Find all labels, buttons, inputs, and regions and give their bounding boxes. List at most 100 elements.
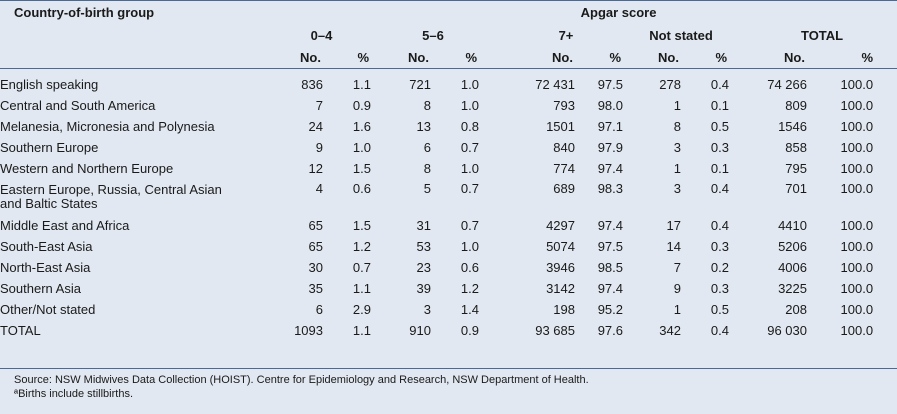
cell: 98.3 — [597, 181, 623, 196]
cell: 96 030 — [767, 323, 807, 338]
cell: 97.5 — [597, 77, 623, 92]
table-row: English speaking 836 1.1 721 1.0 72 431 97.… — [0, 74, 897, 95]
cell: 97.1 — [597, 119, 623, 134]
cell: 0.7 — [460, 218, 479, 233]
cell: 1.1 — [352, 323, 371, 338]
unit-pct: % — [807, 46, 897, 69]
cell: 9 — [673, 281, 681, 296]
cell: 6 — [315, 302, 323, 317]
cell: 4410 — [778, 218, 807, 233]
row-label: Melanesia, Micronesia and Polynesia — [0, 119, 215, 134]
cell: 793 — [553, 98, 575, 113]
table-row-total: TOTAL 1093 1.1 910 0.9 93 685 97.6 342 0.4 9… — [0, 320, 897, 341]
column-header-group: Country-of-birth group — [14, 4, 155, 20]
cell: 4297 — [546, 218, 575, 233]
cell: 840 — [553, 140, 575, 155]
cell: 1.6 — [352, 119, 371, 134]
cell: 5206 — [778, 239, 807, 254]
cell: 689 — [553, 181, 575, 196]
band-header-total: TOTAL — [800, 27, 844, 43]
cell: 1501 — [546, 119, 575, 134]
row-label: North-East Asia — [0, 260, 91, 275]
cell: 6 — [423, 140, 431, 155]
unit-no: No. — [729, 46, 807, 69]
cell: 97.4 — [597, 281, 623, 296]
cell: 100.0 — [840, 239, 874, 254]
cell: 1546 — [778, 119, 807, 134]
cell: 0.9 — [460, 323, 479, 338]
row-label: Eastern Europe, Russia, Central Asian and… — [0, 179, 250, 215]
row-label: South-East Asia — [0, 239, 93, 254]
cell: 1.0 — [352, 140, 371, 155]
cell: 97.9 — [597, 140, 623, 155]
apgar-by-birth-country-table: Country-of-birth group Apgar score 0–4 5… — [0, 4, 897, 341]
cell: 1.4 — [460, 302, 479, 317]
cell: 3 — [673, 181, 681, 196]
cell: 17 — [666, 218, 681, 233]
source-note: Source: NSW Midwives Data Collection (HO… — [14, 374, 589, 386]
cell: 1.2 — [460, 281, 479, 296]
row-label: Middle East and Africa — [0, 218, 130, 233]
cell: 0.1 — [710, 98, 729, 113]
cell: 98.5 — [597, 260, 623, 275]
cell: 278 — [659, 77, 681, 92]
table-row: South-East Asia 65 1.2 53 1.0 5074 97.5 14 0… — [0, 236, 897, 257]
cell: 97.5 — [597, 239, 623, 254]
cell: 7 — [315, 98, 323, 113]
cell: 100.0 — [840, 119, 874, 134]
cell: 2.9 — [352, 302, 371, 317]
cell: 1.0 — [460, 77, 479, 92]
cell: 97.4 — [597, 218, 623, 233]
band-header-0-4: 0–4 — [310, 27, 333, 43]
cell: 1.0 — [460, 98, 479, 113]
cell: 0.3 — [710, 281, 729, 296]
cell: 858 — [785, 140, 807, 155]
cell: 0.5 — [710, 119, 729, 134]
cell: 4006 — [778, 260, 807, 275]
cell: 0.4 — [710, 218, 729, 233]
cell: 836 — [301, 77, 323, 92]
cell: 198 — [553, 302, 575, 317]
cell: 7 — [673, 260, 681, 275]
cell: 39 — [416, 281, 431, 296]
cell: 3225 — [778, 281, 807, 296]
row-label: Southern Asia — [0, 281, 81, 296]
table-row: Central and South America 7 0.9 8 1.0 793 9… — [0, 95, 897, 116]
cell: 3 — [673, 140, 681, 155]
cell: 100.0 — [840, 161, 874, 176]
cell: 24 — [308, 119, 323, 134]
cell: 100.0 — [840, 302, 874, 317]
cell: 0.7 — [460, 181, 479, 196]
cell: 1.1 — [352, 281, 371, 296]
cell: 65 — [308, 218, 323, 233]
cell: 0.2 — [710, 260, 729, 275]
top-rule — [0, 0, 897, 1]
cell: 72 431 — [535, 77, 575, 92]
table-row: Melanesia, Micronesia and Polynesia 24 1.… — [0, 116, 897, 137]
cell: 65 — [308, 239, 323, 254]
cell: 100.0 — [840, 281, 874, 296]
cell: 1.0 — [460, 161, 479, 176]
cell: 910 — [409, 323, 431, 338]
cell: 0.7 — [352, 260, 371, 275]
stillbirths-note: ªBirths include stillbirths. — [14, 388, 134, 400]
cell: 8 — [423, 161, 431, 176]
cell: 0.9 — [352, 98, 371, 113]
cell: 100.0 — [840, 323, 874, 338]
column-header-apgar: Apgar score — [580, 4, 657, 20]
cell: 1.2 — [352, 239, 371, 254]
unit-header-row: No. % No. % No. % No. % No. % — [0, 46, 897, 69]
unit-no: No. — [371, 46, 431, 69]
table-row: Other/Not stated 6 2.9 3 1.4 198 95.2 1 0.5 … — [0, 299, 897, 320]
cell: 1.1 — [352, 77, 371, 92]
band-header-7-plus: 7+ — [558, 27, 574, 43]
cell: 809 — [785, 98, 807, 113]
cell: 8 — [423, 98, 431, 113]
table-row: Middle East and Africa 65 1.5 31 0.7 4297 9… — [0, 215, 897, 236]
cell: 100.0 — [840, 218, 874, 233]
cell: 3 — [423, 302, 431, 317]
cell: 0.4 — [710, 323, 729, 338]
row-label: Southern Europe — [0, 140, 99, 155]
cell: 0.7 — [460, 140, 479, 155]
row-label: TOTAL — [0, 323, 41, 338]
